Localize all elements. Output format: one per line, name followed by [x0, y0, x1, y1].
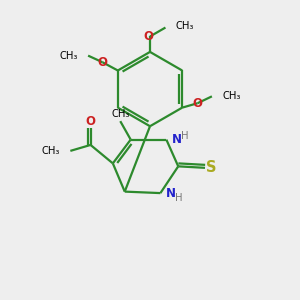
Text: S: S	[206, 160, 217, 175]
Text: O: O	[144, 30, 154, 43]
Text: N: N	[166, 187, 176, 200]
Text: CH₃: CH₃	[175, 21, 194, 31]
Text: H: H	[181, 131, 188, 141]
Text: O: O	[85, 115, 96, 128]
Text: N: N	[172, 133, 182, 146]
Text: O: O	[193, 97, 202, 110]
Text: CH₃: CH₃	[42, 146, 60, 156]
Text: CH₃: CH₃	[222, 92, 241, 101]
Text: CH₃: CH₃	[59, 51, 78, 61]
Text: H: H	[175, 194, 182, 203]
Text: O: O	[98, 56, 107, 69]
Text: CH₃: CH₃	[111, 109, 130, 119]
